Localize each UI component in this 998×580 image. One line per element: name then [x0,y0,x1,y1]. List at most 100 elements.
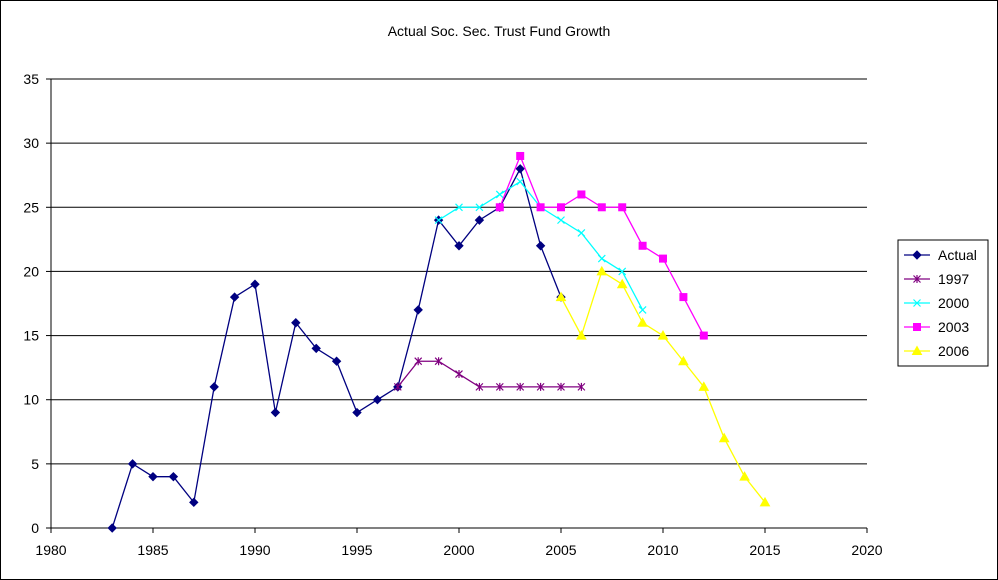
data-point [515,164,525,174]
data-point [454,241,464,251]
data-point [475,203,484,212]
data-point [659,254,667,263]
legend-label: 1997 [938,271,969,287]
legend-label: 2003 [938,319,969,335]
data-point [127,459,138,469]
legend-swatch-marker [913,275,921,283]
data-point [475,382,484,391]
data-point [331,356,342,366]
series-1997 [393,357,586,391]
data-point [638,241,647,250]
data-point [516,382,525,391]
data-point [270,407,281,418]
data-point [434,216,443,225]
legend-label: 2000 [938,295,969,311]
data-point [618,267,627,276]
data-point [678,355,689,366]
data-point [577,382,586,391]
y-tick-label: 15 [23,328,39,344]
data-point [495,190,504,199]
data-point [455,203,463,212]
data-point [577,190,586,199]
y-tick-label: 10 [23,392,39,408]
legend-swatch-marker [911,345,923,355]
data-point [352,407,362,418]
series-actual [107,164,566,533]
data-point [597,203,606,212]
data-point [209,382,219,392]
data-point [557,382,565,391]
axes: 0 5 10 15 20 25 30 35 1980 1985 1990 1995 2000 2005 20… [23,71,882,558]
data-point [536,203,545,212]
legend-swatch-marker [913,323,921,331]
data-point [311,343,321,354]
data-point [699,331,708,340]
data-point [698,381,710,391]
data-point [557,216,565,225]
data-point [516,177,525,186]
x-tick-label: 1980 [35,542,66,558]
data-point [495,382,504,391]
data-point [536,382,545,391]
x-tick-label: 1985 [137,542,168,558]
series-line-1997 [397,360,582,388]
y-tick-label: 35 [23,71,39,87]
legend-swatch-marker [912,250,922,260]
y-tick-label: 20 [23,263,39,279]
y-tick-label: 5 [31,456,39,472]
data-point [759,496,771,507]
x-tick-label: 1990 [239,542,270,558]
chart-title: Actual Soc. Sec. Trust Fund Growth [388,23,611,39]
series-2006 [555,265,771,507]
series-line-actual [111,167,562,529]
series-2003 [495,151,708,340]
series-group [107,151,771,533]
data-point [495,203,504,212]
data-point [557,203,565,212]
legend: Actual 1997 2000 2003 2006 [897,239,989,367]
data-point [414,357,423,366]
data-point [535,241,546,251]
data-point [372,395,383,405]
data-point [596,265,608,276]
data-point [229,292,240,302]
legend-swatch-marker [913,299,921,307]
data-point [555,291,567,302]
data-point [718,432,730,443]
data-point [413,305,423,315]
data-point [107,523,117,533]
x-tick-label: 2015 [749,542,780,558]
x-tick-label: 2005 [545,542,576,558]
data-point [393,382,402,391]
data-point [250,279,260,289]
legend-label: 2006 [938,343,969,359]
y-tick-label: 0 [31,520,39,536]
data-point [679,293,688,302]
data-point [455,370,463,379]
data-point [168,471,179,482]
data-point [739,471,750,481]
data-point [576,330,587,340]
data-point [577,229,586,237]
data-point [638,305,647,314]
x-tick-label: 2010 [647,542,678,558]
data-point [148,471,158,482]
x-tick-label: 1995 [341,542,372,558]
data-point [657,330,669,340]
y-tick-label: 30 [23,135,39,151]
data-point [474,215,485,225]
grid-lines [51,78,867,465]
data-point [616,278,628,289]
y-tick-label: 25 [23,199,39,215]
x-tick-label: 2020 [851,542,882,558]
data-point [637,317,648,327]
series-line-2003 [499,154,705,336]
data-point [618,203,627,212]
x-tick-label: 2000 [443,542,474,558]
data-point [291,318,301,328]
data-point [434,357,443,366]
data-point [516,151,525,160]
series-line-2006 [560,270,766,503]
